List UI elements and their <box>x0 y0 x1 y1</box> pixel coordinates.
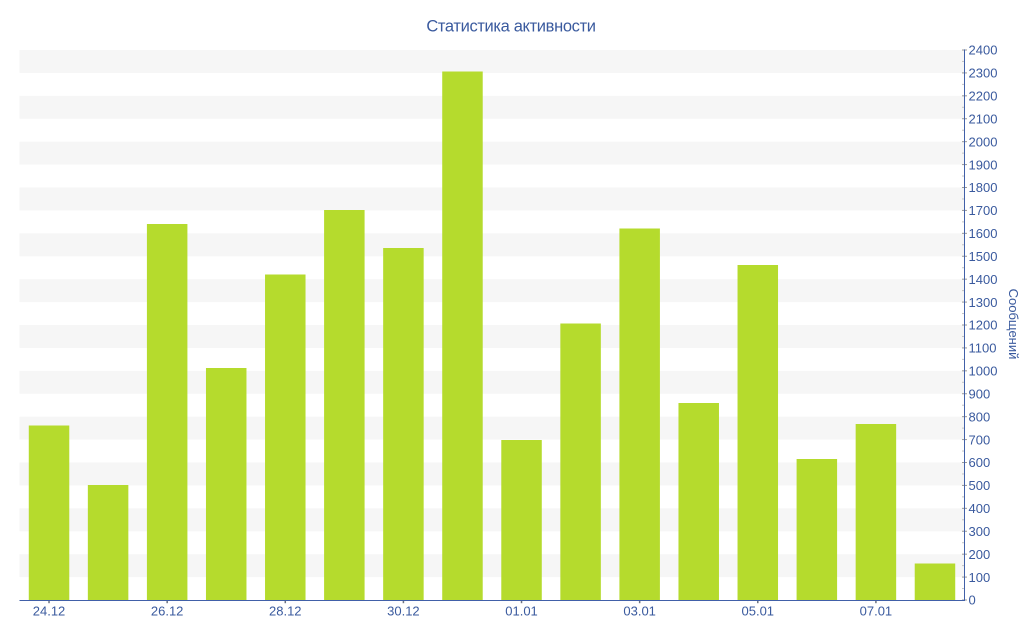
svg-text:300: 300 <box>969 524 991 539</box>
svg-text:2300: 2300 <box>969 66 998 81</box>
svg-text:2400: 2400 <box>969 43 998 58</box>
svg-text:2100: 2100 <box>969 111 998 126</box>
svg-text:700: 700 <box>969 432 991 447</box>
svg-text:26.12: 26.12 <box>151 603 184 618</box>
svg-text:Сообщений: Сообщений <box>1006 289 1021 360</box>
svg-text:05.01: 05.01 <box>742 603 775 618</box>
svg-text:Статистика активности: Статистика активности <box>426 18 595 36</box>
svg-text:900: 900 <box>969 386 991 401</box>
svg-text:2000: 2000 <box>969 134 998 149</box>
svg-text:1300: 1300 <box>969 295 998 310</box>
svg-text:07.01: 07.01 <box>860 603 893 618</box>
svg-text:1500: 1500 <box>969 249 998 264</box>
svg-text:1800: 1800 <box>969 180 998 195</box>
svg-text:200: 200 <box>969 547 991 562</box>
svg-text:03.01: 03.01 <box>623 603 656 618</box>
svg-text:800: 800 <box>969 409 991 424</box>
svg-text:1100: 1100 <box>969 341 997 356</box>
svg-text:1400: 1400 <box>969 272 998 287</box>
svg-text:2200: 2200 <box>969 89 998 104</box>
svg-text:0: 0 <box>969 593 976 608</box>
svg-text:1600: 1600 <box>969 226 998 241</box>
svg-text:400: 400 <box>969 501 991 516</box>
svg-text:100: 100 <box>969 570 991 585</box>
svg-text:1900: 1900 <box>969 157 998 172</box>
svg-text:24.12: 24.12 <box>33 603 66 618</box>
svg-text:01.01: 01.01 <box>505 603 538 618</box>
svg-text:600: 600 <box>969 455 991 470</box>
svg-text:1200: 1200 <box>969 318 998 333</box>
svg-text:1000: 1000 <box>969 364 998 379</box>
svg-text:30.12: 30.12 <box>387 603 420 618</box>
svg-text:1700: 1700 <box>969 203 998 218</box>
svg-text:28.12: 28.12 <box>269 603 302 618</box>
svg-text:500: 500 <box>969 478 991 493</box>
